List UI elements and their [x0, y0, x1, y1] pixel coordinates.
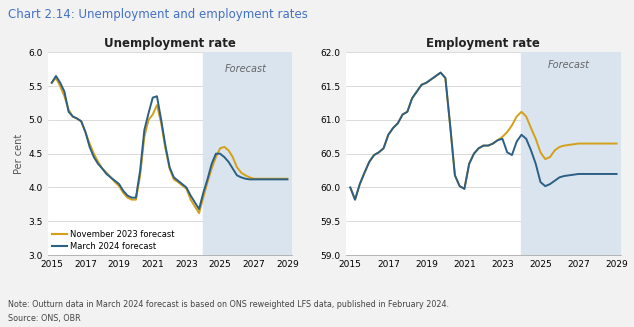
Legend: November 2023 forecast, March 2024 forecast: November 2023 forecast, March 2024 forec… [52, 231, 174, 251]
Title: Unemployment rate: Unemployment rate [103, 37, 236, 50]
Text: Source: ONS, OBR: Source: ONS, OBR [8, 314, 81, 323]
Text: Chart 2.14: Unemployment and employment rates: Chart 2.14: Unemployment and employment … [8, 8, 307, 21]
Title: Employment rate: Employment rate [427, 37, 540, 50]
Text: Forecast: Forecast [548, 60, 590, 70]
Text: Note: Outturn data in March 2024 forecast is based on ONS reweighted LFS data, p: Note: Outturn data in March 2024 forecas… [8, 300, 449, 309]
Y-axis label: Per cent: Per cent [14, 133, 24, 174]
Text: Forecast: Forecast [224, 64, 266, 75]
Bar [204, 52, 292, 255]
Bar [521, 52, 621, 255]
